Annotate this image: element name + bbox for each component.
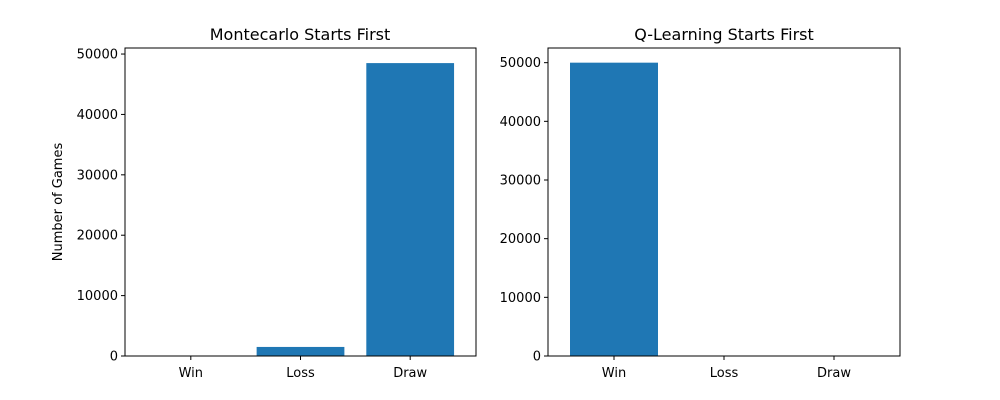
chart-q-learning-starts-first: Q-Learning Starts First 0 10000 20000 30000… xyxy=(500,25,901,381)
y-tick-label: 30000 xyxy=(77,168,118,183)
y-tick-label: 30000 xyxy=(500,174,541,189)
x-tick-label: Loss xyxy=(286,366,315,381)
y-ticks: 0 10000 20000 30000 40000 50000 xyxy=(77,48,125,365)
y-tick-label: 40000 xyxy=(77,108,118,123)
chart-montecarlo-starts-first: Montecarlo Starts First Number of Games … xyxy=(51,25,477,381)
bar-loss xyxy=(256,346,345,356)
x-tick-label: Loss xyxy=(710,366,739,381)
x-tick-label: Win xyxy=(179,366,203,381)
x-tick-label: Draw xyxy=(817,366,851,381)
bars xyxy=(256,63,455,356)
bar-win xyxy=(570,62,658,357)
y-tick-label: 20000 xyxy=(77,229,118,244)
x-tick-label: Win xyxy=(602,366,626,381)
y-tick-label: 50000 xyxy=(500,56,541,71)
chart-title: Montecarlo Starts First xyxy=(210,25,391,44)
x-tick-label: Draw xyxy=(393,366,427,381)
y-tick-label: 20000 xyxy=(500,232,541,247)
bar-draw xyxy=(366,63,455,356)
x-ticks: Win Loss Draw xyxy=(179,356,428,381)
y-tick-label: 50000 xyxy=(77,48,118,63)
y-tick-label: 10000 xyxy=(500,291,541,306)
y-axis-label: Number of Games xyxy=(51,143,66,262)
y-tick-label: 0 xyxy=(110,350,118,365)
y-tick-label: 40000 xyxy=(500,115,541,130)
y-tick-label: 0 xyxy=(533,350,541,365)
y-tick-label: 10000 xyxy=(77,289,118,304)
x-ticks: Win Loss Draw xyxy=(602,356,851,381)
y-ticks: 0 10000 20000 30000 40000 50000 xyxy=(500,56,548,365)
bars xyxy=(570,62,658,357)
chart-title: Q-Learning Starts First xyxy=(634,25,814,44)
